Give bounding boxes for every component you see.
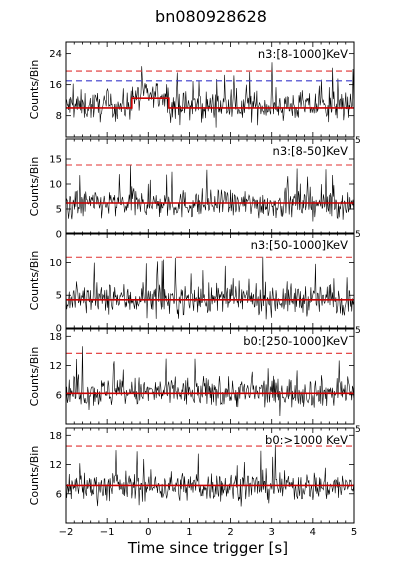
y-axis-label: Counts/Bin [28, 60, 41, 120]
lightcurve-series [66, 256, 354, 320]
y-tick-label: 10 [49, 258, 62, 269]
panel-frame [65, 427, 355, 524]
corner-label: 5 [355, 425, 361, 435]
panel-3: 0 5 10 n3:[50-1000]KeV Counts/Bin 5 [28, 230, 361, 335]
panel-label: b0:[250-1000]KeV [243, 334, 348, 348]
y-tick-label: 5 [56, 205, 62, 216]
x-tick-label: 1 [186, 527, 192, 538]
panel-frame [65, 328, 355, 425]
panel-2: 0 5 10 15 n3:[8-50]KeV Counts/Bin 5 [28, 136, 361, 241]
corner-label: 5 [355, 136, 361, 146]
panel-frame [65, 41, 355, 138]
chart-title: bn080928628 [155, 7, 267, 26]
lightcurve-series [66, 346, 354, 417]
x-tick-label: 4 [310, 527, 316, 538]
panel-label: n3:[50-1000]KeV [251, 238, 349, 252]
y-axis-label: Counts/Bin [28, 157, 41, 217]
y-tick-label: 0 [56, 324, 62, 335]
lightcurve-series [66, 444, 354, 507]
y-tick-label: 5 [56, 291, 62, 302]
panel-label: n3:[8-1000]KeV [258, 47, 348, 61]
lightcurve-series [66, 165, 354, 222]
x-tick-label: 5 [351, 527, 357, 538]
background-fit-line [66, 97, 354, 109]
y-tick-label: 8 [56, 111, 62, 122]
x-tick-label: 0 [145, 527, 151, 538]
corner-label: 5 [355, 326, 361, 336]
y-tick-label: 16 [49, 80, 62, 91]
panel-label: b0:>1000 KeV [265, 433, 348, 447]
panel-frame [65, 138, 355, 235]
y-axis-label: Counts/Bin [28, 446, 41, 506]
x-tick-label: −1 [100, 527, 115, 538]
panels: 8 16 24 n3:[8-1000]KeV Counts/Bin 0 5 10 15 n3:[8… [28, 41, 361, 524]
panel-label: n3:[8-50]KeV [273, 144, 349, 158]
x-tick-label: −2 [59, 527, 74, 538]
panel-5: 6 12 18 b0:>1000 KeV Counts/Bin 5 [28, 425, 361, 524]
x-axis-ticks: −2 −1 0 1 2 3 4 5 [59, 527, 358, 538]
y-tick-label: 6 [56, 390, 62, 401]
y-tick-label: 18 [49, 332, 62, 343]
lightcurve-series [66, 62, 354, 128]
y-tick-label: 18 [49, 431, 62, 442]
x-axis-label: Time since trigger [s] [127, 539, 288, 557]
y-tick-label: 10 [49, 180, 62, 191]
y-tick-label: 0 [56, 230, 62, 241]
y-axis-label: Counts/Bin [28, 347, 41, 407]
y-axis-label: Counts/Bin [28, 251, 41, 311]
y-tick-label: 6 [56, 489, 62, 500]
y-tick-label: 15 [49, 155, 62, 166]
panel-frame [65, 232, 355, 329]
panel-4: 6 12 18 b0:[250-1000]KeV Counts/Bin 5 [28, 326, 361, 425]
y-tick-label: 12 [49, 460, 62, 471]
panel-1: 8 16 24 n3:[8-1000]KeV Counts/Bin [28, 41, 355, 138]
y-tick-label: 24 [49, 49, 62, 60]
corner-label: 5 [355, 230, 361, 240]
y-tick-label: 12 [49, 361, 62, 372]
x-tick-label: 3 [269, 527, 275, 538]
x-tick-label: 2 [227, 527, 233, 538]
